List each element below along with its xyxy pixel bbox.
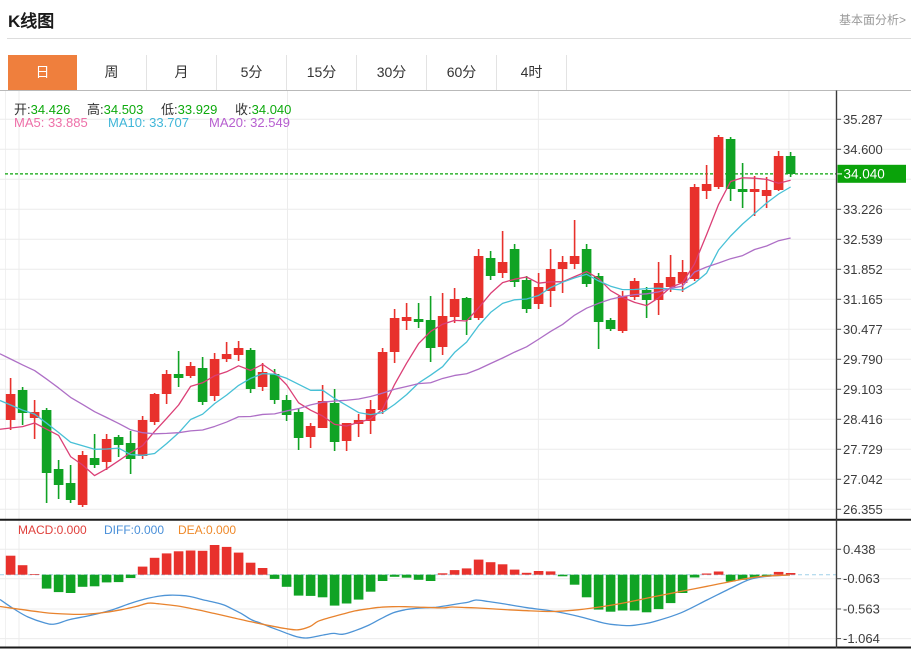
svg-text:29.790: 29.790 [843, 352, 883, 367]
svg-text:-0.563: -0.563 [843, 602, 880, 617]
svg-text:33.226: 33.226 [843, 202, 883, 217]
svg-text:27.729: 27.729 [843, 442, 883, 457]
svg-text:29.103: 29.103 [843, 382, 883, 397]
svg-text:34.040: 34.040 [844, 166, 885, 181]
svg-text:26.355: 26.355 [843, 502, 883, 517]
svg-text:35.287: 35.287 [843, 112, 883, 127]
svg-text:-0.063: -0.063 [843, 571, 880, 586]
svg-text:34.600: 34.600 [843, 142, 883, 157]
svg-text:27.042: 27.042 [843, 472, 883, 487]
svg-text:30.477: 30.477 [843, 322, 883, 337]
svg-text:32.539: 32.539 [843, 232, 883, 247]
svg-text:0.438: 0.438 [843, 542, 876, 557]
svg-text:28.416: 28.416 [843, 412, 883, 427]
svg-text:31.852: 31.852 [843, 262, 883, 277]
svg-text:-1.064: -1.064 [843, 631, 880, 646]
svg-text:31.165: 31.165 [843, 292, 883, 307]
